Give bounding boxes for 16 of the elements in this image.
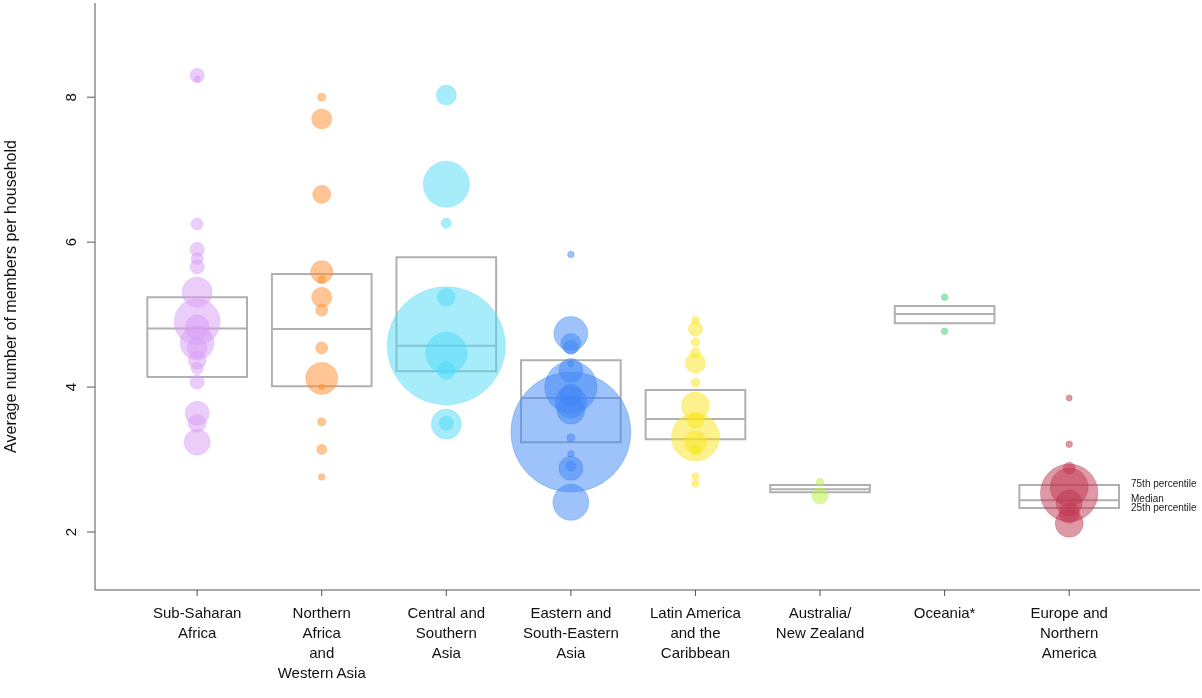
- y-tick-label: 8: [62, 93, 79, 102]
- y-tick-label: 4: [62, 382, 79, 392]
- y-axis-title: Average number of members per household: [1, 140, 19, 453]
- y-tick-label: 6: [62, 237, 79, 247]
- x-tick-label: Australia/ New Zealand: [775, 604, 865, 641]
- x-tick-label: Northern Africa and Western Asia: [277, 604, 367, 681]
- x-tick-label: Sub-Saharan Africa: [152, 604, 242, 641]
- x-tick-label: Central and Southern Asia: [407, 604, 486, 661]
- annotation: Median: [1131, 493, 1164, 504]
- annotation: 75th percentile: [1131, 478, 1197, 489]
- x-tick-label: Oceania*: [913, 604, 976, 621]
- x-tick-label: Eastern and South-Eastern Asia: [522, 604, 619, 661]
- annotation: 25th percentile: [1131, 502, 1197, 513]
- x-tick-label: Latin America and the Caribbean: [650, 604, 742, 661]
- x-tick-label: Europe and Northern America: [1030, 604, 1108, 661]
- y-tick-label: 2: [62, 527, 79, 537]
